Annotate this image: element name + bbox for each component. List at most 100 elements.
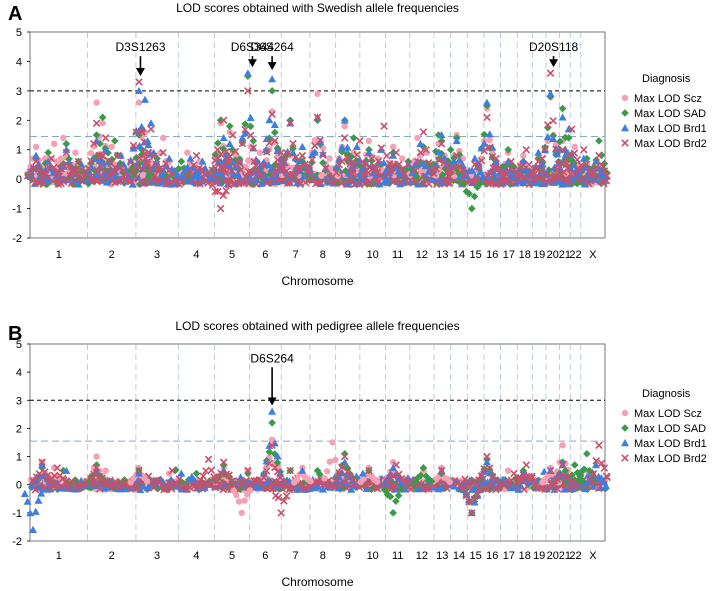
chromosome-label: 8 [320,249,326,261]
data-point [238,133,247,142]
y-tick-label: -1 [12,204,22,216]
data-point [477,156,486,165]
data-point [32,151,41,159]
data-point [308,150,317,158]
data-point [289,144,297,153]
data-point [276,480,284,489]
data-point [230,487,237,494]
data-point [222,187,230,195]
data-point [389,509,397,517]
data-point [574,164,583,173]
data-point [228,477,236,486]
data-point [358,469,367,477]
data-point [546,89,555,97]
data-point [365,466,373,475]
data-point [404,179,413,187]
data-point [514,170,522,178]
data-point [571,143,578,150]
data-point [459,180,468,188]
data-point [242,476,251,485]
data-point [108,167,117,176]
data-point [416,471,425,480]
data-point [512,482,521,491]
marker-annotation: D3S1263 [115,40,165,54]
data-point [138,128,146,136]
data-point [470,495,479,503]
chromosome-label: 21 [559,249,571,261]
y-tick-label: 1 [16,145,22,157]
data-point [553,165,561,174]
data-point [126,166,135,174]
data-point [552,145,560,153]
chart-title: LOD scores obtained with pedigree allele… [175,319,459,333]
data-point [260,161,268,170]
data-point [147,125,155,133]
data-point [260,473,268,482]
chromosome-label: 19 [533,550,545,562]
data-point [178,171,187,179]
data-point [343,143,352,151]
data-point [204,455,213,464]
data-point [319,151,327,159]
data-point [595,137,603,145]
data-point [343,149,352,158]
chromosome-label: 21 [559,550,571,562]
data-point [364,148,373,156]
data-point [595,441,603,450]
data-point [373,178,382,187]
data-point [132,127,141,135]
data-point [558,104,567,113]
data-point [343,154,352,162]
data-point [113,482,122,491]
data-point [214,178,222,186]
data-point [553,149,562,158]
data-point [278,165,286,173]
data-point [335,469,344,477]
data-point [266,170,274,178]
data-point [241,497,248,504]
data-point [443,484,451,493]
data-point [338,143,347,151]
data-point [219,458,228,466]
data-point [192,469,201,478]
data-point [226,152,234,161]
legend-entry: Max LOD SAD [634,423,706,435]
data-point [132,160,141,168]
legend-entry: Max LOD SAD [634,108,706,120]
data-point [392,497,400,505]
data-point [155,477,163,485]
legend-entry: Max LOD Brd1 [634,123,707,135]
data-point [422,146,430,154]
data-point [570,149,579,157]
data-point [241,120,249,128]
y-tick-label: 0 [16,174,22,186]
data-point [437,140,446,148]
data-point [374,157,383,165]
data-point [92,119,101,127]
data-point [353,150,361,159]
y-tick-label: 2 [16,115,22,127]
data-point [93,167,102,176]
data-point [318,149,327,157]
data-point [577,468,586,476]
data-point [291,479,298,486]
data-point [228,145,237,154]
data-point [132,128,140,136]
data-point [281,152,289,161]
data-point [268,407,277,415]
data-point [32,143,40,150]
panel-letter: B [8,323,22,345]
chromosome-label: 19 [533,249,545,261]
data-point [549,116,558,125]
chromosome-label: 7 [293,550,299,562]
panel-b: B LOD scores obtained with pedigree allel… [8,319,707,589]
data-point [400,477,409,485]
data-point [147,119,156,127]
data-point [57,155,64,162]
data-point [591,157,600,165]
data-point [338,148,346,156]
data-point [237,166,245,174]
legend-marker [621,454,629,462]
data-point [101,145,110,153]
data-point [550,476,559,485]
